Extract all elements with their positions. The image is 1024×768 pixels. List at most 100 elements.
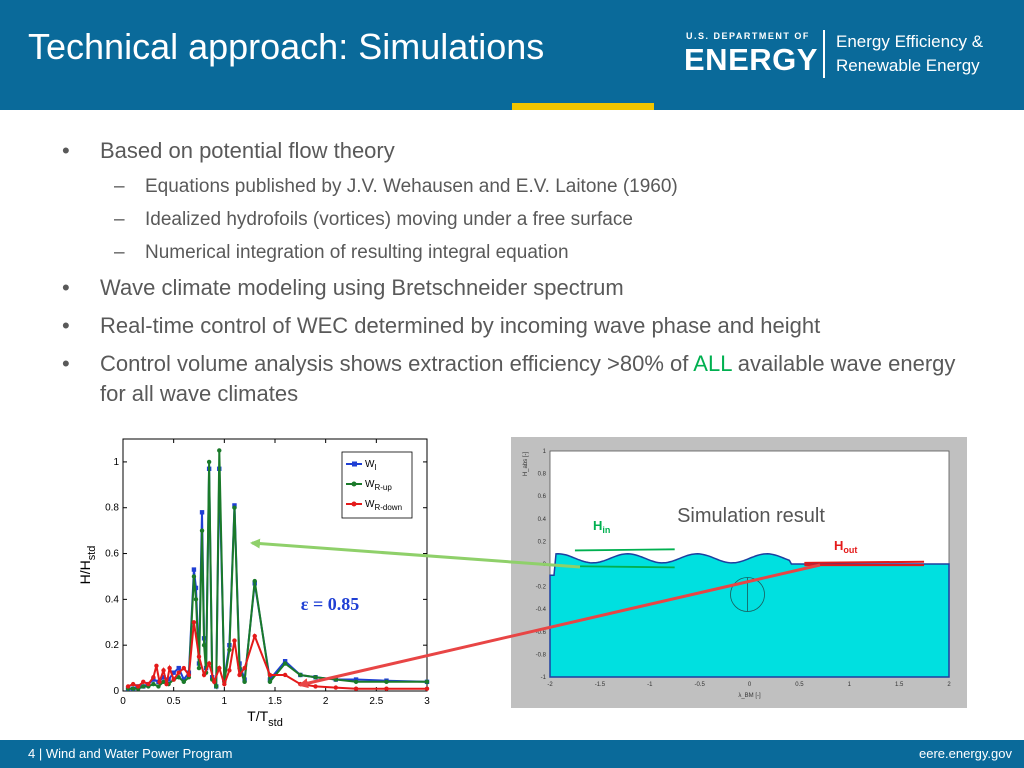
data-point <box>313 684 318 689</box>
data-point <box>171 670 176 675</box>
data-point <box>191 574 197 579</box>
highlight-all: ALL <box>693 351 732 376</box>
bullet-dot: • <box>62 351 70 376</box>
data-point <box>227 647 232 652</box>
sim-y-tick: -1 <box>541 675 547 681</box>
data-point <box>217 665 222 671</box>
x-axis-label: T/Tstd <box>247 708 283 729</box>
x-tick-label: 0 <box>120 696 126 707</box>
bullet-list: • Based on potential flow theory – Equatio… <box>62 136 982 417</box>
h-in-line-top <box>574 548 675 552</box>
legend-label: WR-up <box>365 479 392 492</box>
sim-y-tick: 0.4 <box>538 517 547 523</box>
data-point <box>384 686 389 691</box>
x-tick-label: 3 <box>424 696 430 707</box>
sub-bullet-text: Equations published by J.V. Wehausen and… <box>145 176 678 197</box>
sub-bullet-item: – Numerical integration of resulting inte… <box>62 240 982 266</box>
data-point <box>191 620 197 625</box>
h-out-label: Hout <box>834 538 857 555</box>
data-point <box>151 677 156 682</box>
legend-label: WI <box>365 459 377 472</box>
data-point <box>333 685 338 690</box>
data-point <box>313 675 318 680</box>
data-point <box>156 684 161 689</box>
sim-x-tick: 1 <box>848 682 852 688</box>
sim-x-tick: -1.5 <box>595 682 606 688</box>
y-tick-label: 0.4 <box>105 594 119 605</box>
y-tick-label: 0.8 <box>105 503 119 514</box>
data-point <box>181 679 186 685</box>
data-point <box>242 665 247 671</box>
data-point <box>136 684 141 689</box>
data-point <box>424 686 430 691</box>
sim-x-tick: -1 <box>647 682 653 688</box>
bullet-text: Real-time control of WEC determined by i… <box>100 313 821 338</box>
legend-marker <box>351 501 357 507</box>
footer-bar: 4 | Wind and Water Power Program eere.en… <box>0 740 1024 768</box>
simulation-result-label: Simulation result <box>677 505 825 527</box>
data-point <box>333 677 338 682</box>
x-tick-label: 1 <box>222 696 228 707</box>
wave-height-chart: 0 0.5 1 1.5 2 2.5 3 0 0.2 0.4 0.6 0.8 1 T/Tstd H/Hstd W… <box>77 438 430 729</box>
data-point <box>252 633 257 639</box>
stripe-left <box>0 103 512 110</box>
legend-marker <box>352 461 357 467</box>
sim-y-tick: 0.2 <box>538 539 547 545</box>
sim-y-tick: -0.6 <box>536 630 547 636</box>
data-point <box>161 675 166 680</box>
data-point <box>166 677 171 682</box>
stripe-gold <box>512 103 654 110</box>
data-point <box>232 505 237 510</box>
data-point <box>151 681 156 687</box>
data-point <box>167 665 172 671</box>
data-point <box>193 585 199 591</box>
data-point <box>171 677 176 682</box>
efficiency-annotation: ε = 0.85 <box>301 594 359 614</box>
data-point <box>191 567 197 572</box>
data-point <box>252 578 257 584</box>
doe-energy-logo: ENERGY <box>684 42 818 77</box>
bullet-dot: • <box>62 138 70 163</box>
data-point <box>227 668 232 673</box>
bullet-item: • Real-time control of WEC determined by … <box>62 311 982 341</box>
data-point <box>298 672 303 678</box>
x-tick-label: 0.5 <box>167 696 181 707</box>
logo-divider <box>823 30 825 78</box>
data-point <box>154 663 159 668</box>
y-axis-label: H/Hstd <box>77 546 98 585</box>
sub-bullet-item: – Equations published by J.V. Wehausen an… <box>62 174 982 200</box>
data-point <box>161 668 166 673</box>
data-point <box>151 675 156 680</box>
sim-y-tick: 1 <box>543 449 547 455</box>
data-point <box>201 642 207 648</box>
footer-program: 4 | Wind and Water Power Program <box>28 746 233 761</box>
dash-mark: – <box>114 176 125 197</box>
y-tick-label: 0.2 <box>105 640 119 651</box>
data-point <box>237 672 242 678</box>
data-point <box>130 681 136 687</box>
data-point <box>141 684 146 689</box>
data-point <box>146 681 151 687</box>
water-body <box>549 553 950 678</box>
data-point <box>196 665 202 671</box>
sim-y-tick: 0.8 <box>538 472 547 478</box>
y-tick-label: 0.6 <box>105 549 119 560</box>
data-point <box>125 684 131 689</box>
sim-x-tick: -2 <box>547 682 553 688</box>
data-point <box>232 503 237 508</box>
stripe-right <box>654 103 1024 110</box>
data-point <box>384 679 389 685</box>
h-in-line-bottom <box>574 565 675 569</box>
data-point <box>282 661 288 666</box>
sim-x-tick: 1.5 <box>895 682 904 688</box>
data-point <box>298 681 303 687</box>
data-point <box>222 681 227 687</box>
data-point <box>206 459 212 465</box>
data-point <box>176 675 181 680</box>
bullet-dot: • <box>62 275 70 300</box>
sim-x-tick: -0.5 <box>694 682 705 688</box>
sim-x-label: λ_BM [-] <box>738 693 761 699</box>
h-in-label: Hin <box>593 518 610 535</box>
data-point <box>242 679 247 685</box>
slide-title: Technical approach: Simulations <box>28 26 545 67</box>
